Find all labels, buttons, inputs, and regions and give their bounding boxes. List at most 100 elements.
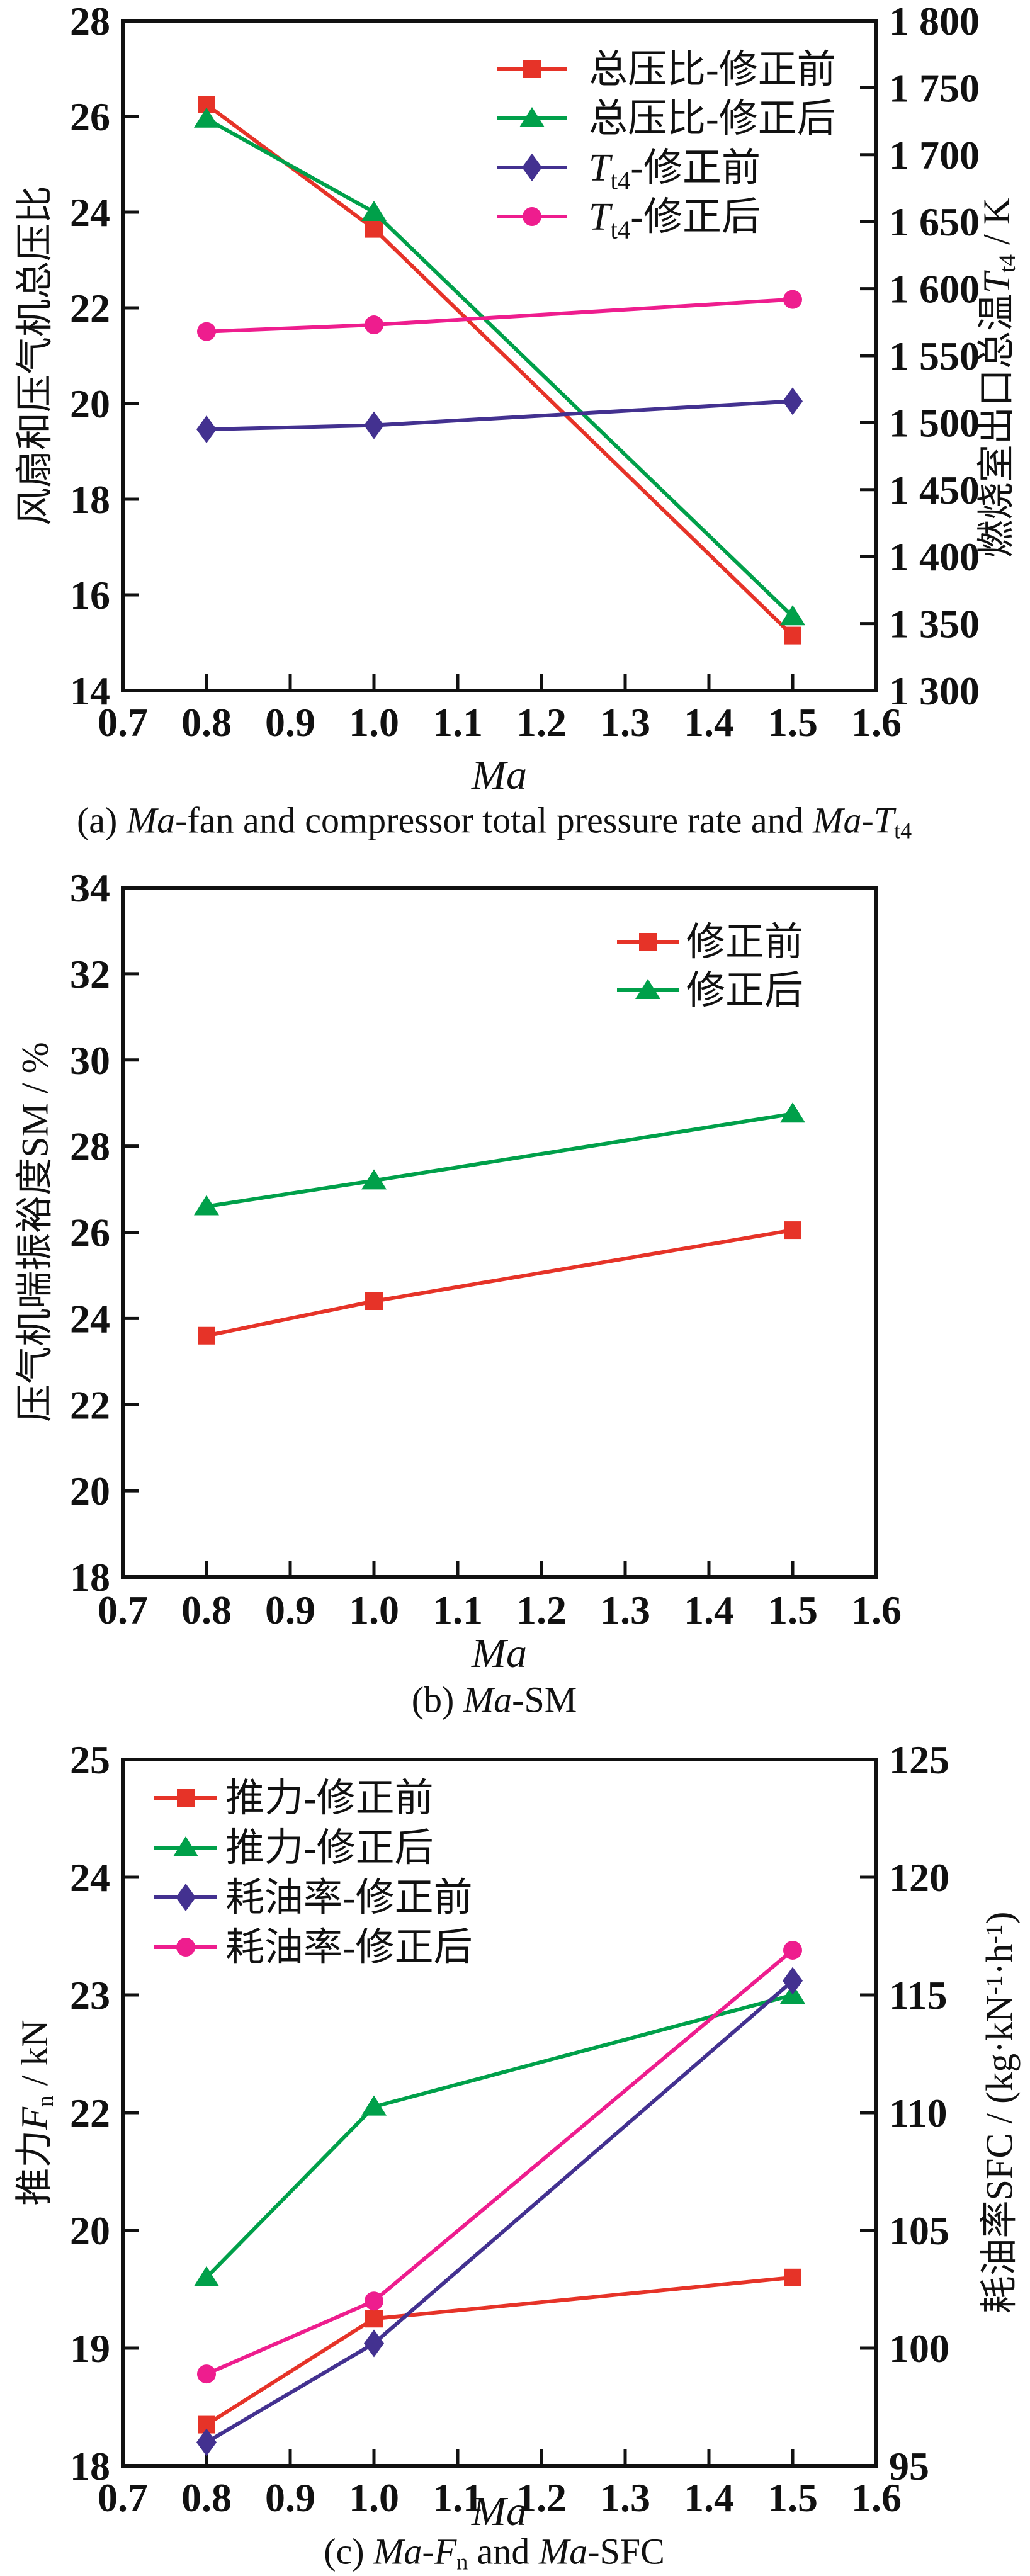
x-tick-label: 1.2: [516, 2475, 567, 2520]
y-tick-label: 1 650: [889, 200, 980, 244]
data-point-triangle: [361, 2095, 387, 2116]
y-tick-label: 95: [889, 2444, 929, 2488]
axis-title-a-left: 风扇和压气机总压比: [14, 186, 56, 526]
x-tick-label: 1.5: [767, 2475, 818, 2520]
data-point-square: [365, 220, 383, 238]
y-tick-label: 1 300: [889, 669, 980, 713]
y-tick-label: 1 800: [889, 0, 980, 43]
series-推力-修正后: [194, 1984, 805, 2286]
data-point-triangle: [780, 605, 805, 626]
axis-title-c-right: 耗油率SFC / (kg·kN-1·h-1): [978, 1911, 1021, 2314]
caption-b: (b) Ma-SM: [411, 1679, 577, 1720]
axis-title-a-right: 燃烧室出口总温Tt4 / K: [975, 197, 1021, 558]
x-tick-label: 0.7: [98, 700, 148, 745]
data-point-diamond: [196, 2428, 217, 2456]
y-tick-label: 1 600: [889, 267, 980, 312]
series-Tt4-修正后: [197, 290, 802, 341]
series-line: [205, 1948, 794, 2376]
legend-label: 总压比-修正前: [589, 48, 836, 91]
x-tick-label: 1.5: [767, 700, 818, 745]
x-tick-label: 1.1: [433, 2475, 483, 2520]
data-point-diamond: [364, 2329, 384, 2358]
data-point-triangle: [361, 201, 387, 221]
data-point-diamond: [783, 1967, 803, 1995]
y_left-ticks: 25 24 23 22 20 19 18: [70, 1737, 139, 2488]
series-line: [206, 399, 793, 432]
y-tick-label: 16: [70, 573, 110, 618]
y-tick-label: 28: [70, 0, 110, 43]
panel-c: 0.7 0.8 0.9 1.0 1.1 1.2 1.3 1.4 1.5 1.6 25 24 23 22 20…: [70, 1737, 949, 2520]
x-tick-label: 0.8: [181, 700, 232, 745]
legend-label: Tt4-修正前: [589, 147, 761, 195]
y-tick-label: 105: [889, 2208, 949, 2253]
series-总压比-修正前: [198, 96, 801, 645]
y-tick-label: 23: [70, 1973, 110, 2018]
y-tick-label: 24: [70, 1296, 110, 1341]
x-ticks: 0.7 0.8 0.9 1.0 1.1 1.2 1.3 1.4 1.5 1.6: [98, 674, 902, 745]
data-point-circle: [365, 2291, 383, 2311]
x-tick-label: 1.4: [684, 1588, 734, 1632]
x-tick-label: 0.7: [98, 2475, 148, 2520]
y-tick-label: 24: [70, 1855, 110, 1900]
y-tick-label: 14: [70, 669, 110, 713]
x-tick-label: 1.3: [600, 2475, 650, 2520]
series-耗油率-修正后: [197, 1940, 802, 2384]
y_right-ticks: 125 120 115 110 105 100 95: [860, 1737, 949, 2488]
x-tick-label: 1.0: [349, 2475, 399, 2520]
y_left-ticks: 28 26 24 22 20 18 16 14: [70, 0, 139, 713]
panel-a: 0.7 0.8 0.9 1.0 1.1 1.2 1.3 1.4 1.5 1.6 28 26 24 22 20…: [70, 0, 980, 745]
data-point-circle: [783, 1940, 802, 1960]
legend-label: Tt4-修正后: [589, 196, 761, 244]
data-point-square: [639, 933, 657, 951]
series-line: [205, 1979, 794, 2444]
data-point-square: [365, 2310, 383, 2328]
data-point-circle: [197, 322, 216, 341]
x-tick-label: 1.0: [349, 700, 399, 745]
x-tick-label: 0.9: [265, 700, 315, 745]
legend-label: 推力-修正前: [225, 1777, 434, 1820]
x-tick-label: 1.1: [433, 1588, 483, 1632]
y-tick-label: 125: [889, 1737, 949, 1782]
x-ticks: 0.7 0.8 0.9 1.0 1.1 1.2 1.3 1.4 1.5 1.6: [98, 1561, 902, 1632]
series-Tt4-修正前: [196, 387, 803, 444]
data-point-square: [198, 1326, 215, 1345]
y-tick-label: 30: [70, 1038, 110, 1083]
data-point-diamond: [364, 411, 384, 439]
y-tick-label: 22: [70, 286, 110, 330]
y_left-ticks: 34 32 30 28 26 24 22 20 18: [70, 866, 139, 1600]
y-tick-label: 1 550: [889, 334, 980, 378]
y-tick-label: 20: [70, 381, 110, 426]
x-tick-label: 1.4: [684, 700, 734, 745]
y-tick-label: 26: [70, 94, 110, 139]
series-推力-修正前: [198, 2268, 801, 2434]
y-tick-label: 26: [70, 1211, 110, 1255]
caption-a: (a) Ma-fan and compressor total pressure…: [76, 799, 912, 844]
data-point-diamond: [176, 1884, 196, 1911]
x-tick-label: 1.2: [516, 1588, 567, 1632]
y_right-ticks: 1 800 1 750 1 700 1 650 1 600 1 550 1 500 1 450…: [860, 0, 980, 713]
y-tick-label: 1 450: [889, 468, 980, 512]
y-tick-label: 110: [889, 2091, 947, 2135]
x-tick-label: 1.5: [767, 1588, 818, 1632]
y-tick-label: 20: [70, 1469, 110, 1513]
y-tick-label: 100: [889, 2326, 949, 2371]
data-point-circle: [197, 2364, 216, 2384]
y-tick-label: 18: [70, 1555, 110, 1600]
axis-title-a-x: Ma: [472, 752, 527, 798]
series-line: [205, 2275, 793, 2427]
series-耗油率-修正前: [196, 1967, 803, 2456]
data-point-triangle: [173, 1836, 198, 1856]
x-tick-label: 1.0: [349, 1588, 399, 1632]
data-point-triangle: [194, 107, 219, 128]
y-tick-label: 28: [70, 1124, 110, 1169]
x-tick-label: 0.9: [265, 1588, 315, 1632]
data-point-diamond: [783, 387, 803, 415]
data-point-triangle: [519, 107, 545, 127]
data-point-triangle: [194, 1195, 219, 1216]
series-line: [206, 297, 793, 334]
data-point-square: [523, 60, 541, 78]
y-tick-label: 24: [70, 190, 110, 235]
